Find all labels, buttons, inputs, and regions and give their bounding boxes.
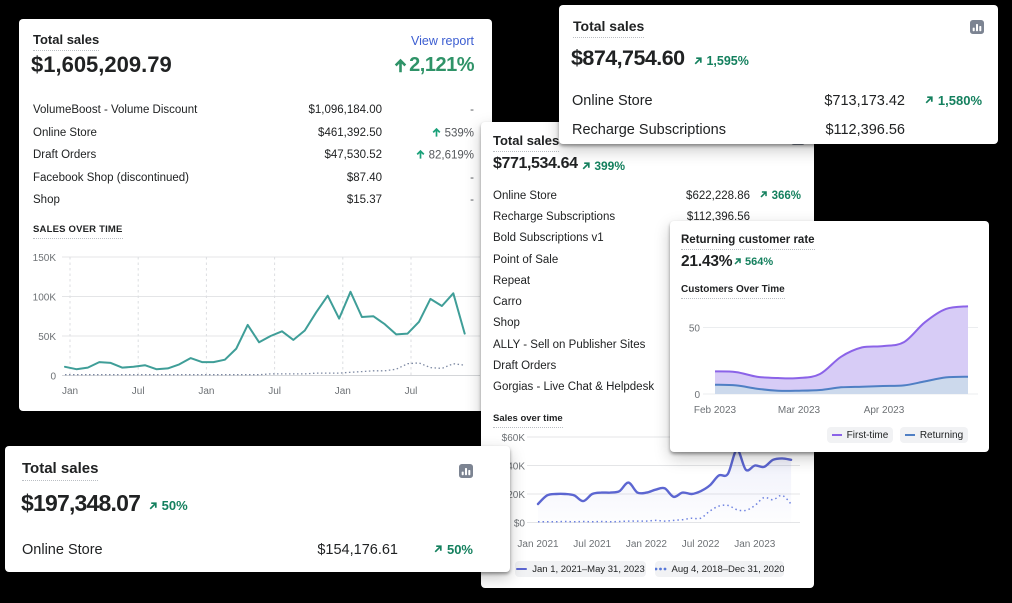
svg-text:Jul: Jul <box>268 386 281 397</box>
svg-text:Apr 2023: Apr 2023 <box>864 405 905 416</box>
svg-text:0: 0 <box>50 372 56 383</box>
svg-text:$0: $0 <box>514 519 526 530</box>
svg-text:0: 0 <box>694 390 700 401</box>
svg-text:Mar 2023: Mar 2023 <box>778 405 821 416</box>
svg-text:Jan: Jan <box>62 386 78 397</box>
svg-text:Feb 2023: Feb 2023 <box>694 405 737 416</box>
svg-text:50: 50 <box>689 324 701 335</box>
svg-text:Jan: Jan <box>198 386 214 397</box>
svg-text:Jul: Jul <box>405 386 418 397</box>
svg-text:100K: 100K <box>33 293 57 304</box>
svg-text:$40K: $40K <box>502 462 526 473</box>
svg-text:Jan: Jan <box>335 386 351 397</box>
svg-text:$60K: $60K <box>502 433 526 444</box>
svg-text:$20K: $20K <box>502 490 526 501</box>
svg-text:50K: 50K <box>38 332 56 343</box>
svg-text:Jan 2023: Jan 2023 <box>734 539 776 550</box>
svg-text:150K: 150K <box>33 253 57 264</box>
svg-text:Jul: Jul <box>132 386 145 397</box>
svg-text:Jul 2022: Jul 2022 <box>682 539 720 550</box>
svg-text:Jan 2021: Jan 2021 <box>517 539 559 550</box>
svg-text:Jan 2022: Jan 2022 <box>626 539 668 550</box>
svg-text:Jul 2021: Jul 2021 <box>573 539 611 550</box>
